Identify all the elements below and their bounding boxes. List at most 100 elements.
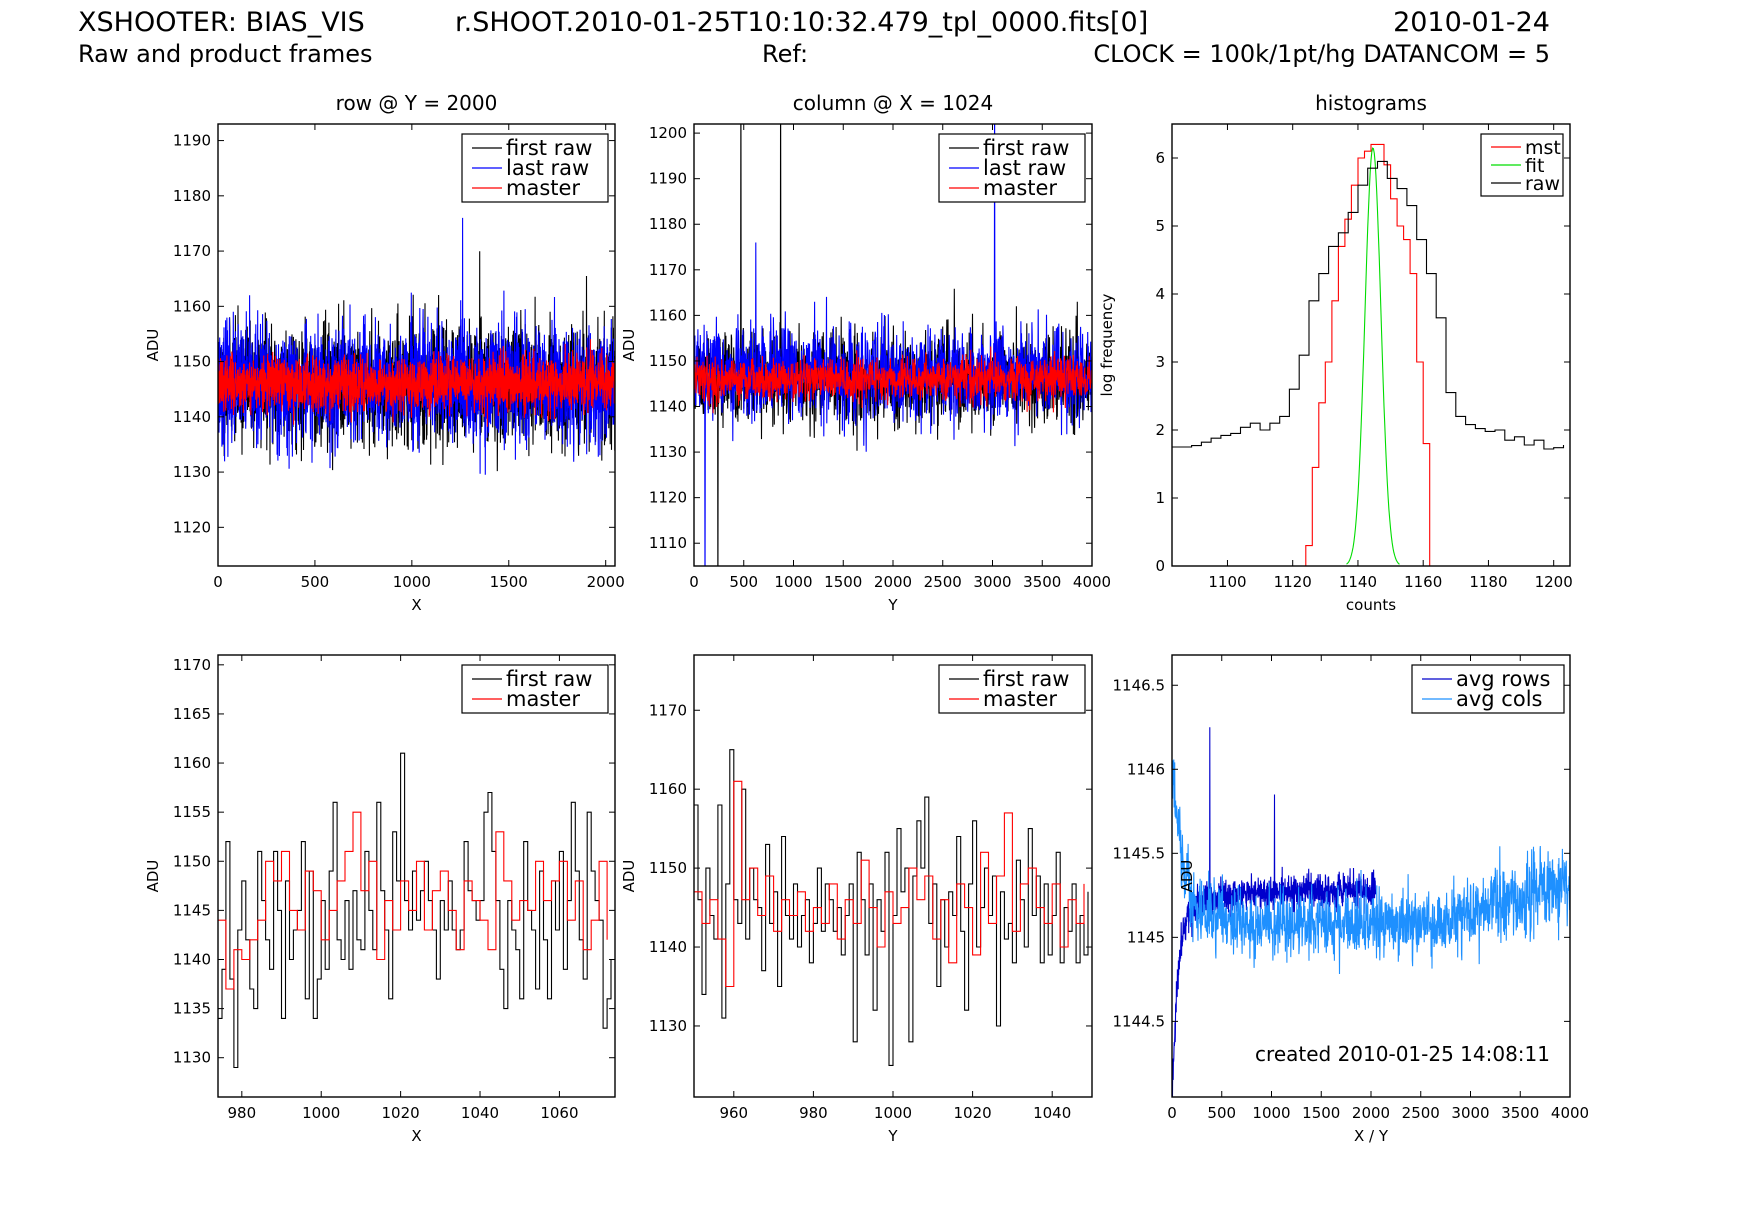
y-tick-label: 3 (1155, 353, 1165, 371)
y-tick-label: 2 (1155, 421, 1165, 439)
legend-label: raw (1525, 173, 1560, 195)
legend-label: master (506, 176, 580, 200)
x-tick-label: 3500 (1501, 1104, 1539, 1122)
y-tick-label: 1120 (649, 489, 687, 507)
series-last-raw (694, 124, 1092, 566)
y-tick-label: 1180 (173, 187, 211, 205)
chart-title: row @ Y = 2000 (336, 91, 498, 115)
y-tick-label: 0 (1155, 557, 1165, 575)
x-tick-label: 4000 (1073, 573, 1111, 591)
x-tick-label: 2000 (587, 573, 625, 591)
y-tick-label: 1160 (649, 306, 687, 324)
filename: r.SHOOT.2010-01-25T10:10:32.479_tpl_0000… (455, 7, 1149, 38)
x-tick-label: 2000 (874, 573, 912, 591)
x-tick-label: 1020 (382, 1104, 420, 1122)
subtitle: Raw and product frames (78, 40, 373, 68)
plot-frame (1171, 123, 1571, 567)
chart-title: column @ X = 1024 (793, 91, 993, 115)
plot-area (1172, 143, 1570, 566)
y-tick-label: 1145 (1127, 928, 1165, 946)
x-tick-label: 3000 (1451, 1104, 1489, 1122)
x-tick-label: 500 (301, 573, 330, 591)
chart-histograms: histograms 1100 1120 1140 1160 1180 1200 0 1 2 3 4 5… (1098, 91, 1573, 614)
y-tick-label: 1144.5 (1113, 1012, 1166, 1030)
legend-label: mst (1525, 137, 1561, 159)
x-tick-label: 0 (689, 573, 699, 591)
y-tick-label: 1200 (649, 124, 687, 142)
x-tick-label: 1000 (874, 1104, 912, 1122)
y-tick-label: 1165 (173, 705, 211, 723)
y-tick-label: 1170 (649, 701, 687, 719)
chart-row: row @ Y = 2000 0 500 1000 1500 2000 1120 1130 11… (144, 91, 625, 614)
y-tick-label: 1160 (173, 297, 211, 315)
legend-box (938, 664, 1086, 714)
y-axis-label: ADU (1178, 860, 1196, 893)
legend-label: last raw (506, 156, 589, 180)
y-tick-label: 4 (1155, 285, 1165, 303)
chart-row-zoom: 980 1000 1020 1040 1060 1130 1135 1140 1145 1150 1… (144, 654, 616, 1145)
x-tick-label: 1040 (461, 1104, 499, 1122)
y-tick-label: 1 (1155, 489, 1165, 507)
x-axis-label: X (411, 596, 421, 614)
x-axis-label: Y (887, 596, 898, 614)
series-avg-cols (1172, 759, 1570, 975)
y-tick-label: 1150 (649, 859, 687, 877)
plot-area (694, 749, 1089, 1066)
y-tick-label: 1170 (173, 242, 211, 260)
chart-column: column @ X = 1024 0 500 1000 1500 2000 2500 300… (620, 91, 1111, 614)
x-tick-label: 1000 (774, 573, 812, 591)
plot-frame (217, 123, 616, 567)
date: 2010-01-24 (1393, 7, 1550, 38)
legend-label: first raw (506, 667, 592, 691)
y-tick-label: 1150 (173, 353, 211, 371)
y-tick-label: 1146.5 (1113, 676, 1166, 694)
x-tick-label: 1200 (1535, 573, 1573, 591)
y-tick-label: 1140 (173, 950, 211, 968)
x-tick-label: 1000 (302, 1104, 340, 1122)
series-raw (1172, 160, 1565, 450)
series-master (218, 811, 608, 990)
y-tick-label: 1150 (173, 852, 211, 870)
x-axis-label: counts (1346, 596, 1396, 614)
x-axis-label: Y (887, 1127, 898, 1145)
legend-label: master (983, 687, 1057, 711)
x-tick-label: 2500 (1402, 1104, 1440, 1122)
y-axis-label: ADU (144, 860, 162, 893)
legend-label: last raw (983, 156, 1066, 180)
y-tick-label: 1130 (173, 1049, 211, 1067)
x-tick-label: 1020 (954, 1104, 992, 1122)
legend-box (461, 664, 609, 714)
legend-label: first raw (983, 136, 1069, 160)
y-tick-label: 1140 (649, 398, 687, 416)
x-tick-label: 1000 (1252, 1104, 1290, 1122)
x-axis-label: X (411, 1127, 421, 1145)
ref-label: Ref: (762, 40, 809, 68)
y-tick-label: 1120 (173, 518, 211, 536)
legend-label: fit (1525, 155, 1544, 177)
series-fit (1346, 147, 1400, 565)
legend-label: first raw (506, 136, 592, 160)
plot-area (1172, 727, 1570, 1097)
y-tick-label: 1145.5 (1113, 844, 1166, 862)
legend-label: avg rows (1456, 667, 1550, 691)
x-tick-label: 1140 (1339, 573, 1377, 591)
series-master (694, 780, 1085, 988)
x-tick-label: 500 (729, 573, 758, 591)
created-timestamp: created 2010-01-25 14:08:11 (1255, 1042, 1550, 1066)
x-tick-label: 2000 (1352, 1104, 1390, 1122)
x-tick-label: 980 (227, 1104, 256, 1122)
series-first-raw (694, 749, 1089, 1066)
y-tick-label: 1180 (649, 215, 687, 233)
x-tick-label: 0 (213, 573, 223, 591)
series-last-raw (218, 217, 615, 475)
x-tick-label: 960 (719, 1104, 748, 1122)
y-tick-label: 5 (1155, 217, 1165, 235)
y-tick-label: 1155 (173, 803, 211, 821)
y-tick-label: 6 (1155, 149, 1165, 167)
y-tick-label: 1130 (173, 463, 211, 481)
y-tick-label: 1110 (649, 534, 687, 552)
y-tick-label: 1130 (649, 443, 687, 461)
settings: CLOCK = 100k/1pt/hg DATANCOM = 5 (1093, 40, 1550, 68)
